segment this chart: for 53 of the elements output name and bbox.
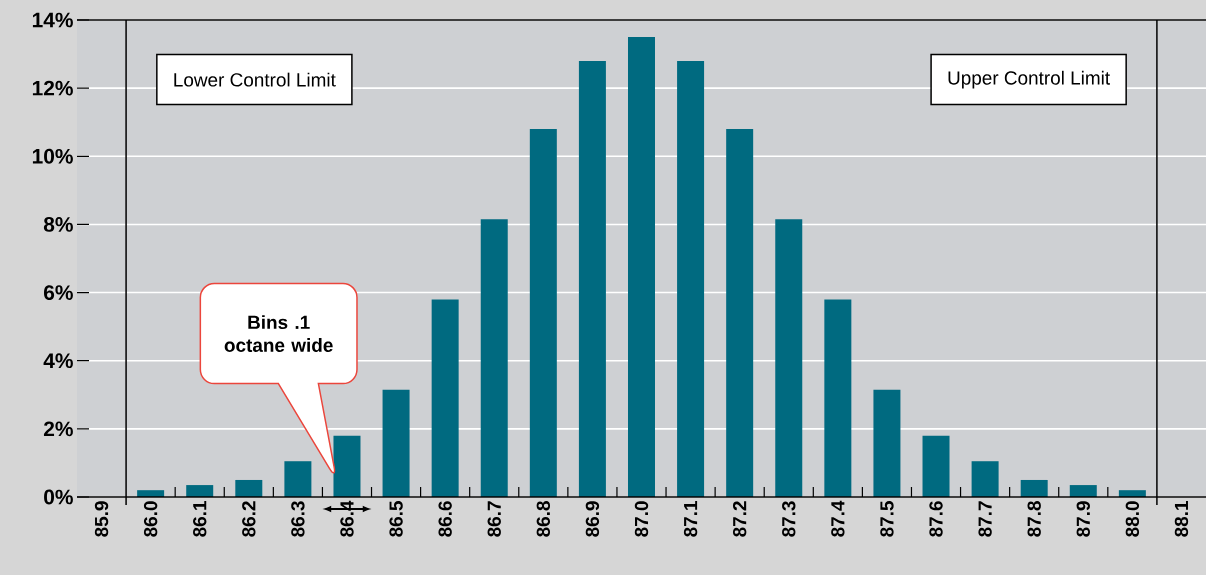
- bar: [873, 389, 901, 497]
- y-tick-label: 2%: [43, 421, 73, 437]
- x-tick-label: 87.7: [978, 501, 992, 537]
- x-tick-label: 85.9: [94, 501, 109, 537]
- y-tick-label: 14%: [32, 12, 73, 28]
- x-tick-label: 87.6: [929, 501, 943, 537]
- bar: [726, 129, 754, 497]
- y-tick-label: 4%: [43, 353, 73, 369]
- bar: [529, 129, 557, 497]
- x-tick-label: 86.0: [143, 501, 158, 537]
- bar: [333, 435, 361, 497]
- y-tick-label: 0%: [44, 489, 73, 505]
- x-tick-label: 87.8: [1027, 501, 1041, 537]
- annotation: Bins .1 octane wide: [224, 315, 333, 352]
- x-tick-label: 86.8: [536, 501, 551, 537]
- bar: [628, 37, 655, 497]
- x-tick-label: 86.9: [585, 501, 600, 537]
- x-tick-label: 86.6: [438, 501, 452, 537]
- x-tick-label: 87.1: [683, 501, 698, 537]
- bar: [578, 60, 606, 497]
- x-tick-label: 87.3: [782, 501, 796, 537]
- x-tick-label: 86.4: [340, 500, 354, 537]
- ref-line-label: Lower Control Limit: [174, 72, 336, 87]
- bar: [824, 299, 852, 497]
- bar: [677, 60, 705, 497]
- y-tick-label: 8%: [43, 217, 73, 232]
- bar: [186, 485, 214, 497]
- x-tick-label: 87.0: [634, 501, 649, 537]
- x-tick-label: 88.1: [1174, 501, 1189, 537]
- y-tick-label: 10%: [32, 148, 73, 164]
- bar: [382, 389, 410, 497]
- x-tick-label: 86.5: [389, 501, 403, 537]
- bar: [1020, 479, 1048, 497]
- bar: [775, 219, 803, 497]
- x-tick-label: 88.0: [1125, 501, 1140, 537]
- bar: [922, 435, 950, 497]
- x-tick-label: 86.7: [487, 501, 501, 537]
- ref-line-label: Upper Control Limit: [948, 70, 1110, 89]
- y-tick-label: 6%: [44, 285, 73, 300]
- bar: [1069, 485, 1097, 497]
- bar: [235, 479, 263, 497]
- x-tick-label: 87.9: [1076, 501, 1090, 537]
- y-tick-label: 12%: [32, 80, 73, 96]
- x-tick-label: 87.4: [831, 500, 845, 537]
- x-tick-label: 87.2: [732, 501, 747, 537]
- x-tick-label: 86.1: [193, 501, 207, 537]
- bar: [284, 461, 312, 497]
- bar: [480, 219, 508, 497]
- x-tick-label: 86.3: [291, 501, 305, 537]
- bar: [971, 461, 999, 497]
- x-tick-label: 86.2: [242, 501, 256, 537]
- x-tick-label: 87.5: [880, 501, 894, 537]
- bar: [431, 299, 459, 497]
